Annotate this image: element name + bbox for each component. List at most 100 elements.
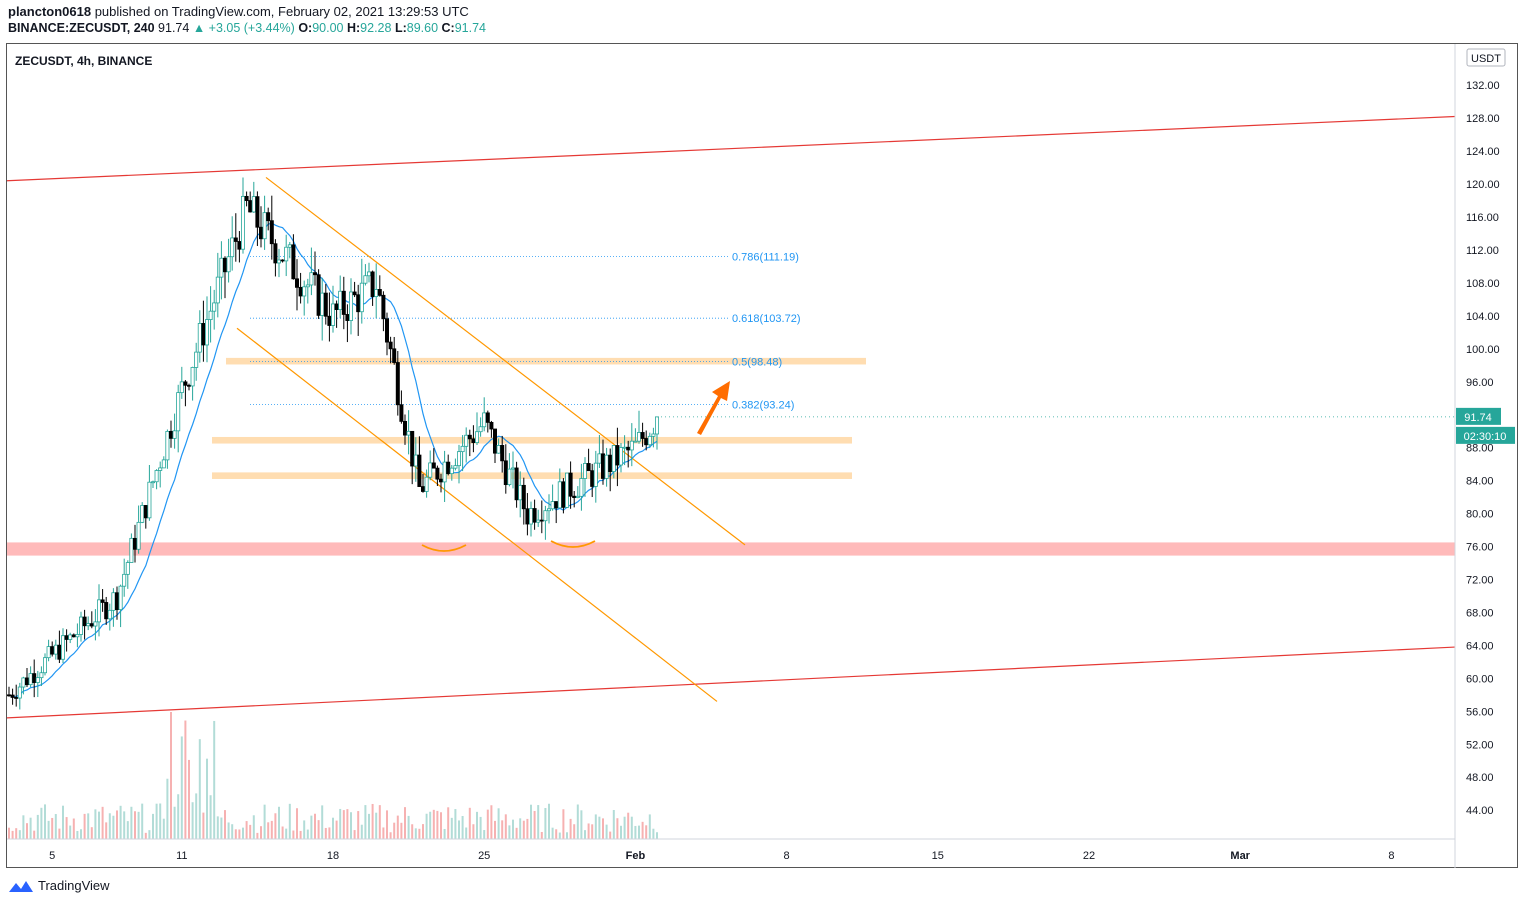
candle-body (622, 446, 627, 449)
candle-body (471, 438, 476, 444)
y-tick-label: 100.00 (1466, 344, 1500, 356)
candle-body (7, 694, 12, 697)
candle-body (68, 634, 73, 640)
volume-bar (310, 815, 313, 839)
volume-bar (47, 820, 50, 839)
author-name[interactable]: plancton0618 (8, 4, 92, 19)
volume-bar (544, 808, 547, 839)
volume-bar (368, 813, 370, 839)
channel-lower-line[interactable] (6, 646, 1456, 719)
volume-bar (238, 829, 241, 839)
candle-body (417, 454, 422, 487)
candle-body (107, 609, 112, 620)
candle-body (194, 351, 199, 368)
candle-body (284, 246, 289, 262)
fib-label: 0.5(98.48) (732, 356, 782, 368)
currency-badge[interactable] (1466, 48, 1506, 67)
candle-body (514, 467, 519, 501)
volume-bar (458, 820, 460, 839)
volume-bar (407, 815, 410, 839)
chart-frame[interactable] (6, 43, 1518, 868)
volume-bar (188, 759, 190, 839)
candle-body (575, 495, 580, 498)
candle-body (370, 271, 375, 297)
volume-bar (396, 815, 399, 839)
candle-body (251, 196, 256, 213)
candle-body (305, 284, 310, 288)
low-value: 89.60 (406, 21, 439, 35)
candle-body (291, 244, 296, 280)
volume-bar (350, 812, 352, 839)
candle-body (269, 220, 274, 245)
candle-body (165, 430, 170, 461)
candle-body (601, 453, 606, 479)
candle-body (219, 257, 224, 278)
volume-bar (422, 824, 424, 839)
close-value: 91.74 (454, 21, 486, 35)
volume-bar (425, 813, 428, 839)
candle-body (248, 200, 253, 213)
y-tick-label: 64.00 (1466, 640, 1494, 652)
volume-bar (630, 816, 633, 839)
candle-body (550, 501, 555, 510)
volume-bar (627, 812, 630, 839)
channel-upper-line[interactable] (6, 115, 1456, 182)
wedge-lower-line[interactable] (236, 327, 718, 702)
countdown-badge (1456, 426, 1515, 444)
volume-bar (371, 803, 374, 839)
candle-body (604, 454, 609, 479)
volume-layer (8, 711, 658, 839)
volume-bar (461, 816, 464, 839)
candle-body (402, 420, 407, 436)
volume-bar (389, 832, 392, 839)
volume-bar (40, 807, 43, 839)
volume-bar (123, 811, 126, 839)
candle-body (374, 289, 379, 297)
volume-bar (497, 808, 500, 839)
candle-body (140, 505, 145, 523)
tradingview-footer[interactable]: TradingView (8, 878, 110, 893)
candle-body (460, 445, 465, 453)
candle-body (204, 319, 209, 346)
volume-bar (494, 820, 496, 839)
candle-body (583, 463, 588, 479)
candle-body (521, 484, 526, 510)
candle-body (302, 286, 307, 297)
y-tick-label: 128.00 (1466, 113, 1500, 125)
candle-body (17, 686, 22, 699)
volume-bar (530, 804, 532, 839)
y-tick-label: 48.00 (1466, 772, 1494, 784)
volume-bar (576, 804, 579, 839)
y-tick-label: 56.00 (1466, 706, 1494, 718)
candle-body (554, 501, 559, 509)
volume-bar (645, 825, 648, 839)
candle-body (208, 310, 213, 320)
volume-bar (11, 830, 14, 839)
y-tick-label: 52.00 (1466, 739, 1494, 751)
candle-body (255, 196, 260, 228)
volume-bar (134, 811, 136, 839)
candle-body (348, 291, 353, 321)
volume-bar (432, 809, 435, 839)
candle-body (500, 445, 505, 462)
volume-bar (515, 827, 518, 839)
candle-body (359, 282, 364, 313)
candle-body (561, 481, 566, 508)
candle-body (197, 323, 202, 353)
x-tick-label: Mar (1230, 850, 1250, 862)
high-label: H: (346, 21, 361, 35)
volume-bar (51, 817, 54, 839)
volume-bar (656, 832, 658, 839)
volume-bar (130, 806, 133, 839)
symbol-timeframe: BINANCE:ZECUSDT, 240 (8, 21, 155, 35)
volume-bar (180, 736, 183, 839)
volume-bar (364, 805, 367, 839)
candle-body (100, 599, 105, 603)
volume-bar (342, 810, 345, 839)
wedge-upper-line[interactable] (265, 176, 746, 546)
volume-bar (623, 816, 626, 839)
candle-body (547, 508, 552, 512)
volume-bar (587, 823, 590, 839)
candle-body (503, 460, 508, 486)
